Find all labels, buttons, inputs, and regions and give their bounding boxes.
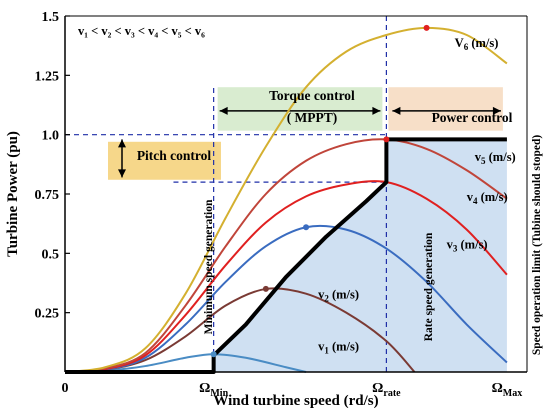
y-tick-label: 1.0 [42, 129, 60, 144]
series-label-4: v4 (m/s) [467, 190, 508, 206]
max-point-3 [303, 224, 310, 231]
series-label-unit: (m/s) [468, 36, 498, 50]
series-label-unit: (m/s) [329, 287, 359, 301]
inequality-annotation: v₁ < v₂ < v₃ < v₄ < v₅ < v₆ [78, 24, 205, 38]
operating-curve [65, 137, 507, 374]
speed-limit-annotation: Speed operation limit (Tubine should sto… [531, 135, 543, 356]
power-control-label: Power control [432, 110, 513, 125]
x-tick-subscript: Max [503, 388, 522, 399]
max-point-2 [262, 285, 269, 292]
y-tick-label: 1.25 [35, 69, 60, 84]
series-label-subscript: 1 [324, 346, 329, 356]
x-tick-subscript: rate [383, 388, 401, 399]
x-axis-title: Wind turbine speed (rd/s) [213, 393, 378, 409]
series-label-subscript: 5 [481, 156, 486, 166]
series-label-unit: (m/s) [486, 150, 516, 164]
operating-region-fill [213, 139, 507, 372]
rate-speed-annotation: Rate speed generation [423, 232, 435, 341]
y-tick-label: 0.75 [35, 188, 60, 203]
torque-arrow-right-head [372, 106, 381, 115]
pitch-control-box [108, 141, 221, 180]
max-point-4 [383, 136, 390, 143]
min-speed-annotation: Minimum speed generation [203, 199, 215, 334]
series-label-subscript: 4 [473, 196, 478, 206]
series-label-unit: (m/s) [477, 190, 507, 204]
series-label-subscript: 2 [324, 293, 329, 303]
series-label-1: v1 (m/s) [318, 340, 359, 356]
x-tick-label: 0 [62, 381, 69, 396]
shaded-operating-region [213, 139, 507, 372]
series-label-unit: (m/s) [457, 238, 487, 252]
pitch-arrow-bottom-head [118, 169, 126, 178]
max-power-markers [210, 24, 430, 358]
x-tick-subscript: Min [210, 388, 228, 399]
series-label-subscript: 6 [464, 42, 469, 52]
series-label-subscript: 3 [453, 244, 458, 254]
torque-arrow-left-head [219, 106, 228, 115]
series-label-6: V6 (m/s) [455, 36, 499, 52]
pitch-control-label: Pitch control [137, 148, 212, 163]
power-curve-5 [64, 138, 508, 373]
mppt-label: ( MPPT) [287, 110, 338, 125]
power-control-box [388, 87, 503, 131]
y-tick-label: 0.25 [35, 307, 60, 322]
y-axis-title: Turbine Power (pu) [5, 131, 21, 257]
operating-curve-layer [65, 137, 507, 374]
x-tick-label: ΩMax [492, 381, 523, 399]
axis-ticks: 0.250.50.751.01.251.50 ΩMin Ωrate ΩMax [35, 10, 523, 399]
power-arrow-right-head [492, 106, 501, 115]
y-tick-label: 1.5 [42, 10, 60, 25]
series-label-5: v5 (m/s) [475, 150, 516, 166]
power-curve-3 [64, 224, 508, 373]
power-arrow-left-head [392, 106, 401, 115]
max-point-5 [423, 24, 430, 31]
series-label-2: v2 (m/s) [318, 287, 359, 303]
y-tick-label: 0.5 [42, 247, 60, 262]
series-label-3: v3 (m/s) [447, 238, 488, 254]
max-point-1 [210, 351, 217, 358]
pitch-arrow-top-head [118, 139, 126, 148]
series-label-unit: (m/s) [329, 340, 359, 354]
torque-control-label: Torque control [269, 88, 355, 103]
power-curve-4 [64, 180, 508, 373]
reference-dashed-lines [65, 16, 501, 372]
